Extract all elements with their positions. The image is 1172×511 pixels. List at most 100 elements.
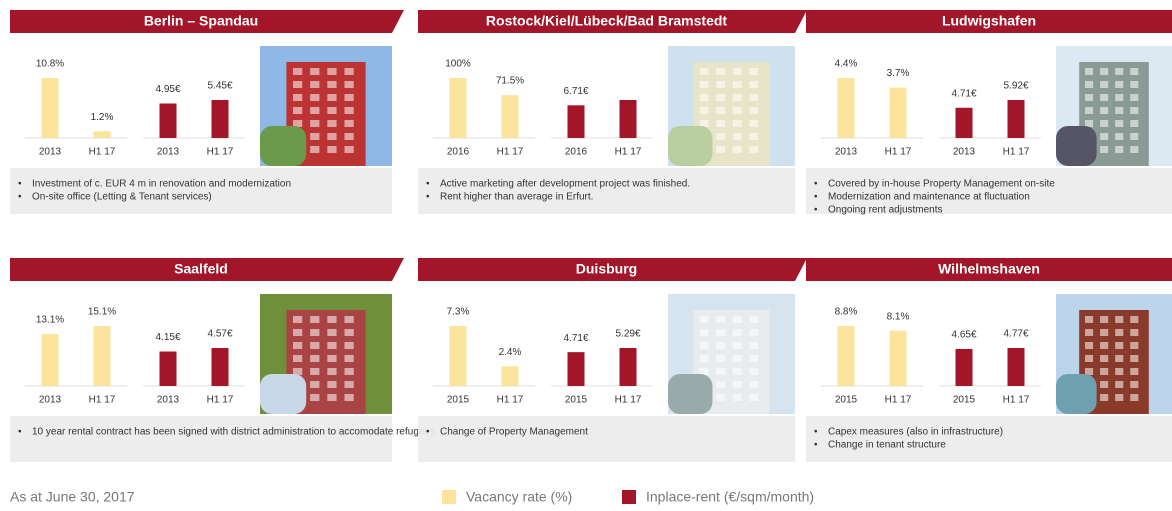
photo-window xyxy=(1130,342,1139,349)
photo-window xyxy=(310,381,320,388)
bullet-box xyxy=(418,168,795,214)
value-label: 5.45€ xyxy=(207,81,232,92)
photo-window xyxy=(732,381,742,388)
photo-window xyxy=(293,120,303,127)
bar xyxy=(837,326,855,386)
photo-window xyxy=(1100,368,1109,375)
legend-label: Inplace-rent (€/sqm/month) xyxy=(646,489,814,505)
photo-window xyxy=(1130,381,1139,388)
photo-window xyxy=(1085,81,1094,88)
bullet-dot: • xyxy=(814,205,818,216)
photo-window xyxy=(1085,94,1094,101)
bar xyxy=(619,100,637,138)
bar xyxy=(889,87,907,138)
value-label: 15.1% xyxy=(88,307,116,318)
legend-swatch xyxy=(442,490,456,504)
value-label: 10.8% xyxy=(36,59,64,70)
photo-window xyxy=(327,368,337,375)
photo-window xyxy=(1115,329,1124,336)
bullet-text: 10 year rental contract has been signed … xyxy=(32,427,435,438)
photo-window xyxy=(344,368,354,375)
photo-tree xyxy=(260,126,307,166)
value-label: 4.4% xyxy=(835,59,858,70)
photo-window xyxy=(732,329,742,336)
value-label: 6.71€ xyxy=(563,86,588,97)
bar xyxy=(889,330,907,386)
bullet-dot: • xyxy=(18,192,22,203)
bullet-box xyxy=(806,168,1172,214)
photo-window xyxy=(716,94,726,101)
photo-window xyxy=(310,342,320,349)
photo-window xyxy=(699,107,709,114)
photo-tree xyxy=(1056,374,1097,414)
panel-title: Saalfeld xyxy=(174,261,228,277)
value-label: 4.95€ xyxy=(155,84,180,95)
photo-window xyxy=(1130,81,1139,88)
photo-window xyxy=(310,146,320,153)
photo-window xyxy=(1130,94,1139,101)
x-tick-label: 2015 xyxy=(953,395,976,406)
photo-window xyxy=(1085,355,1094,362)
x-tick-label: H1 17 xyxy=(615,395,642,406)
bullet-dot: • xyxy=(814,427,818,438)
bullet-dot: • xyxy=(814,440,818,451)
photo-window xyxy=(1130,68,1139,75)
photo-window xyxy=(327,355,337,362)
photo-window xyxy=(1130,394,1139,401)
photo-window xyxy=(344,316,354,323)
photo-window xyxy=(327,342,337,349)
photo-window xyxy=(310,355,320,362)
photo-window xyxy=(716,381,726,388)
photo-window xyxy=(732,394,742,401)
photo-window xyxy=(327,120,337,127)
photo-window xyxy=(310,68,320,75)
photo-window xyxy=(1100,81,1109,88)
photo-window xyxy=(1100,68,1109,75)
panel-title: Rostock/Kiel/Lübeck/Bad Bramstedt xyxy=(486,13,728,29)
bullet-dot: • xyxy=(18,427,22,438)
photo-window xyxy=(1085,120,1094,127)
photo-window xyxy=(749,120,759,127)
x-tick-label: H1 17 xyxy=(885,395,912,406)
x-tick-label: 2016 xyxy=(447,147,470,158)
photo-window xyxy=(344,342,354,349)
photo-window xyxy=(1130,329,1139,336)
photo-window xyxy=(1115,107,1124,114)
legend-label: Vacancy rate (%) xyxy=(466,489,572,505)
bullet-text: Ongoing rent adjustments xyxy=(828,205,943,216)
photo-window xyxy=(293,316,303,323)
photo-window xyxy=(716,394,726,401)
value-label: 100% xyxy=(445,59,471,70)
photo-window xyxy=(716,329,726,336)
x-tick-label: 2013 xyxy=(953,147,976,158)
photo-window xyxy=(344,329,354,336)
photo-window xyxy=(749,316,759,323)
x-tick-label: H1 17 xyxy=(1003,395,1030,406)
photo-window xyxy=(716,120,726,127)
photo-window xyxy=(1100,342,1109,349)
value-label: 4.71€ xyxy=(951,88,976,99)
bar xyxy=(567,105,585,138)
x-tick-label: H1 17 xyxy=(497,395,524,406)
bar xyxy=(93,131,111,138)
photo-window xyxy=(749,355,759,362)
x-tick-label: 2013 xyxy=(39,395,62,406)
bullet-dot: • xyxy=(426,192,430,203)
photo-tree xyxy=(260,374,307,414)
photo-window xyxy=(327,81,337,88)
photo-window xyxy=(732,81,742,88)
photo-window xyxy=(716,355,726,362)
bullet-text: Investment of c. EUR 4 m in renovation a… xyxy=(32,179,291,190)
value-label: 5.92€ xyxy=(1003,81,1028,92)
value-label: 4.15€ xyxy=(155,332,180,343)
photo-window xyxy=(344,94,354,101)
value-label: 4.71€ xyxy=(563,333,588,344)
photo-window xyxy=(293,94,303,101)
photo-window xyxy=(1115,316,1124,323)
bar xyxy=(41,78,59,138)
photo-window xyxy=(1100,394,1109,401)
photo-window xyxy=(1100,146,1109,153)
photo-window xyxy=(310,81,320,88)
photo-window xyxy=(732,94,742,101)
photo-window xyxy=(749,68,759,75)
